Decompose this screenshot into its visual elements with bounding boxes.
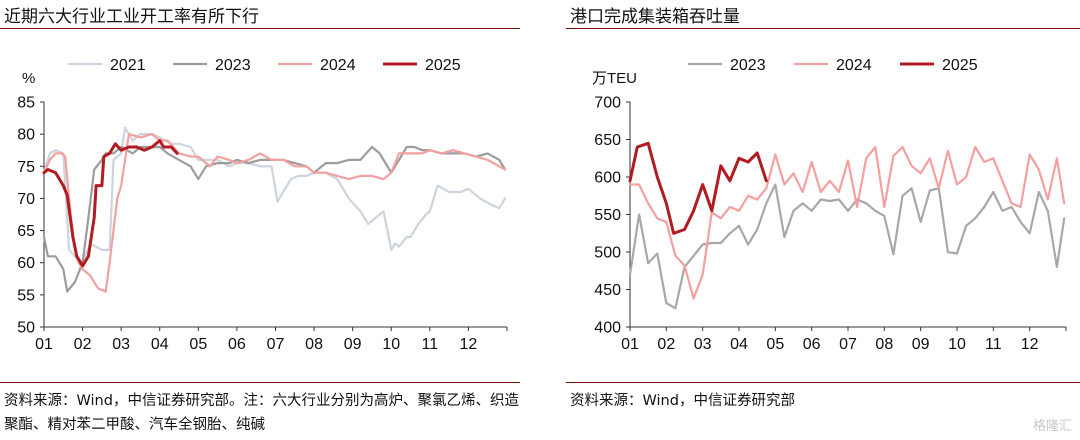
x-tick-label: 01 [35,336,53,353]
left-line-chart: 50 55 60 65 70 75 80 85% 01 02 03 04 05 06 07 08 09 10 11 1… [17,57,508,353]
left-source-rule [0,382,520,383]
series-line-2024 [42,132,507,293]
series-line-2021 [42,126,507,264]
x-tick-label: 12 [1021,336,1039,353]
x-tick-label: 04 [730,336,748,353]
legend-label-2021: 2021 [110,57,146,74]
y-tick-label: 75 [17,159,35,176]
y-tick-label: 65 [17,223,35,240]
y-axis-unit-label: % [22,70,35,87]
x-tick-label: 09 [912,336,930,353]
legend-label-2024: 2024 [320,57,356,74]
x-tick-label: 05 [766,336,784,353]
y-tick-label: 55 [17,287,35,304]
x-tick-label: 11 [985,336,1002,353]
x-tick-label: 02 [74,336,92,353]
x-tick-label: 11 [422,336,439,353]
left-chart-title: 近期六大行业工业开工率有所下行 [4,7,259,27]
x-tick-label: 04 [151,336,169,353]
y-tick-label: 60 [17,255,35,272]
x-tick-label: 02 [657,336,675,353]
x-tick-label: 07 [267,336,285,353]
left-source-note: 资料来源：Wind，中信证券研究部。注：六大行业分别为高炉、聚氯乙烯、织造聚酯、… [4,393,519,433]
legend-label-2024: 2024 [836,57,872,74]
x-tick-label: 10 [948,336,966,353]
watermark: 格隆汇 [1032,419,1072,434]
y-tick-label: 50 [17,320,35,337]
y-tick-label: 700 [594,95,621,112]
x-tick-label: 03 [112,336,130,353]
x-tick-label: 05 [189,336,207,353]
y-tick-label: 400 [594,320,621,337]
y-axis-unit-label: 万TEU [592,70,637,87]
x-tick-label: 08 [875,336,893,353]
right-chart-title: 港口完成集装箱吞吐量 [570,7,740,27]
series-line-2024 [628,145,1066,300]
series-line-2025 [628,141,768,235]
y-tick-label: 450 [594,282,621,299]
x-tick-label: 08 [305,336,323,353]
y-tick-label: 80 [17,127,35,144]
x-tick-label: 09 [344,336,362,353]
x-tick-label: 03 [694,336,712,353]
right-title-rule [566,28,1080,29]
right-source-rule [566,382,1080,383]
legend-label-2025: 2025 [425,57,461,74]
x-tick-label: 10 [382,336,400,353]
x-tick-label: 07 [839,336,857,353]
x-tick-label: 12 [460,336,478,353]
y-tick-label: 550 [594,207,621,224]
x-tick-label: 06 [803,336,821,353]
x-tick-label: 01 [621,336,639,353]
legend-label-2025: 2025 [942,57,978,74]
series-line-2023 [628,183,1066,310]
y-tick-label: 85 [17,95,35,112]
y-tick-label: 650 [594,132,621,149]
legend-label-2023: 2023 [730,57,766,74]
y-tick-label: 500 [594,245,621,262]
right-source-note: 资料来源：Wind，中信证券研究部 [570,393,795,409]
series-line-2023 [42,145,507,293]
series-line-2025 [42,139,179,268]
legend-label-2023: 2023 [215,57,251,74]
y-tick-label: 70 [17,191,35,208]
left-title-rule [0,28,520,29]
y-tick-label: 600 [594,170,621,187]
x-tick-label: 06 [228,336,246,353]
right-line-chart: 400 450 500 550 600 650 700 万TEU 01 02 03 04 05 06 07 0… [592,57,1067,353]
